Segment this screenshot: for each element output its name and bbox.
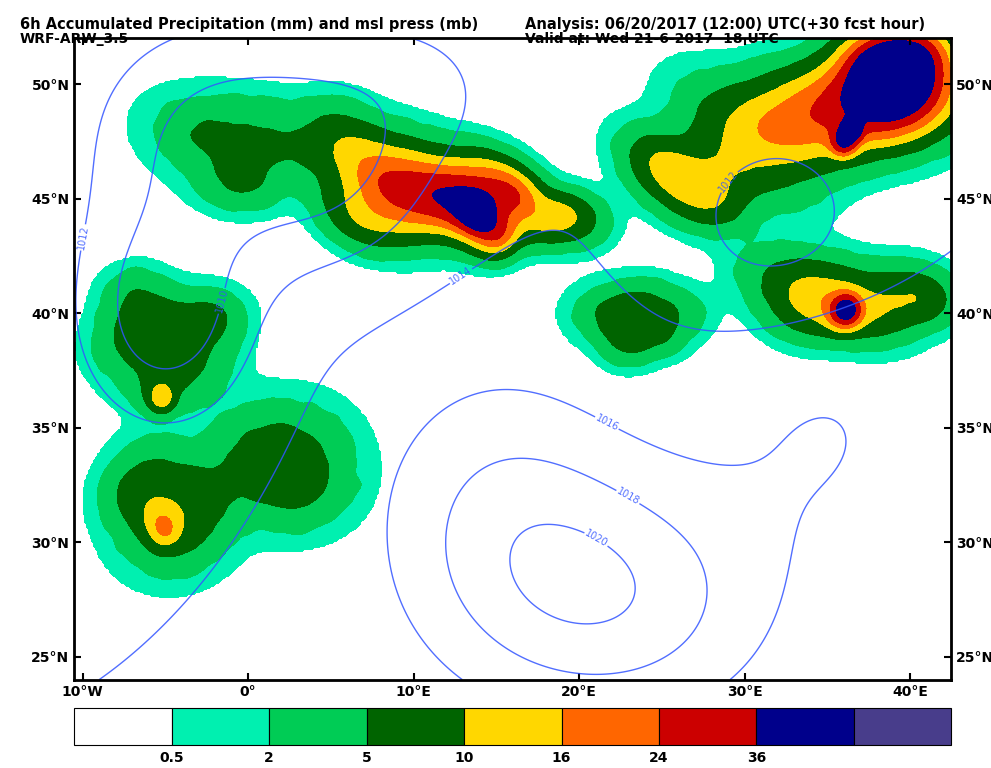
Text: 2: 2 — [265, 751, 275, 765]
Text: 1020: 1020 — [583, 528, 609, 549]
Bar — [270, 708, 367, 745]
Text: 0.5: 0.5 — [160, 751, 184, 765]
Text: 10: 10 — [455, 751, 474, 765]
Text: 6h Accumulated Precipitation (mm) and msl press (mb): 6h Accumulated Precipitation (mm) and ms… — [20, 17, 478, 32]
Text: 16: 16 — [552, 751, 571, 765]
Bar — [659, 708, 756, 745]
Text: Valid at: Wed 21-6-2017  18 UTC: Valid at: Wed 21-6-2017 18 UTC — [525, 32, 779, 46]
Text: 5: 5 — [362, 751, 372, 765]
Text: 1012: 1012 — [76, 224, 90, 250]
Text: 1016: 1016 — [594, 413, 620, 433]
Text: 1010: 1010 — [214, 288, 230, 314]
Bar — [464, 708, 562, 745]
Bar — [854, 708, 951, 745]
Text: 24: 24 — [649, 751, 669, 765]
Text: Analysis: 06/20/2017 (12:00) UTC(+30 fcst hour): Analysis: 06/20/2017 (12:00) UTC(+30 fcs… — [525, 17, 926, 32]
Text: WRF-ARW_3.5: WRF-ARW_3.5 — [20, 32, 129, 46]
Text: 1014: 1014 — [448, 265, 474, 287]
Bar — [562, 708, 659, 745]
Bar — [171, 708, 270, 745]
Bar — [367, 708, 464, 745]
Text: 1018: 1018 — [614, 486, 641, 508]
Bar — [74, 708, 171, 745]
Text: 1012: 1012 — [716, 169, 740, 194]
Bar — [756, 708, 854, 745]
Text: 36: 36 — [747, 751, 766, 765]
